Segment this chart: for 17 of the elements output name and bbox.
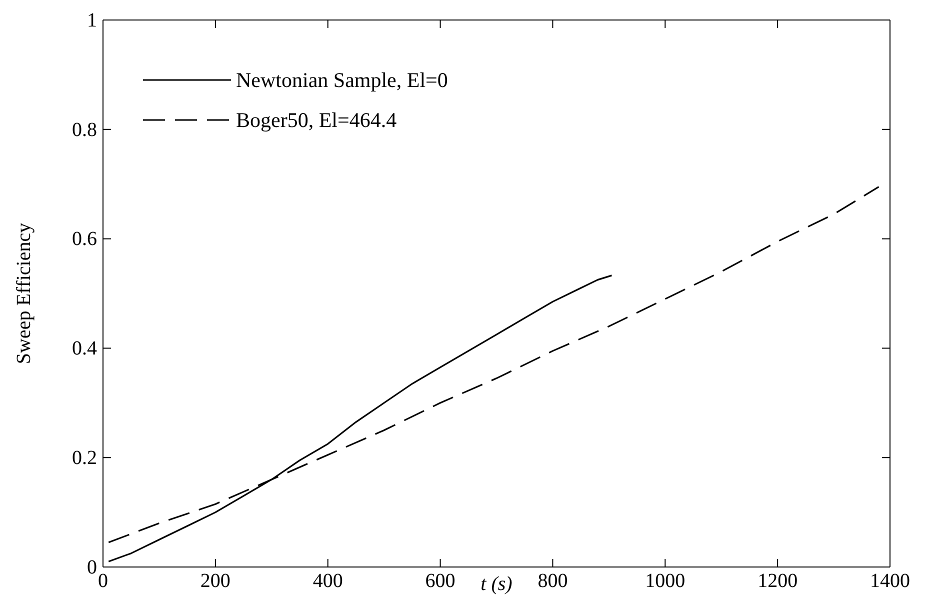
- y-tick-label: 0.6: [72, 228, 97, 250]
- x-tick-label: 1000: [645, 570, 686, 592]
- y-tick-label: 0.4: [72, 338, 97, 360]
- x-axis-title: t (s): [480, 573, 513, 595]
- x-tick-label: 600: [425, 570, 456, 592]
- y-tick-label: 0: [87, 556, 97, 578]
- y-tick-label: 0.2: [72, 447, 97, 469]
- legend-label: Newtonian Sample, El=0: [236, 68, 448, 92]
- y-tick-label: 0.8: [72, 118, 97, 141]
- x-tick-label: 400: [312, 570, 343, 592]
- y-axis-title: Sweep Efficiency: [13, 222, 35, 364]
- x-tick-label: 200: [200, 570, 230, 592]
- x-tick-label: 1400: [870, 570, 910, 592]
- x-tick-label: 1200: [758, 570, 798, 592]
- x-tick-label: 800: [538, 570, 568, 592]
- y-tick-label: 1: [87, 9, 97, 32]
- legend-label: Boger50, El=464.4: [236, 108, 398, 132]
